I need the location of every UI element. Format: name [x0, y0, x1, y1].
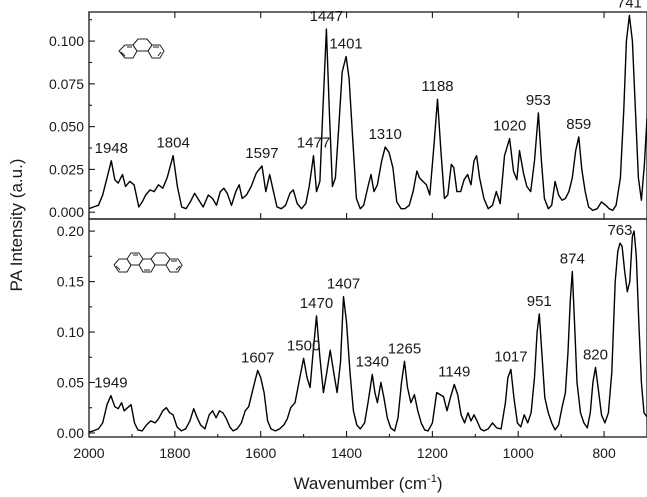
- bottom-peak-label: 1265: [388, 340, 421, 357]
- x-tick-label: 1400: [331, 445, 362, 461]
- top-y-tick-label: 0.025: [49, 161, 84, 177]
- bottom-panel-frame: [88, 218, 647, 438]
- x-axis-title: Wavenumber (cm-1): [294, 473, 443, 493]
- top-peak-label: 1310: [368, 126, 401, 143]
- bottom-peak-label: 1470: [300, 295, 333, 312]
- bottom-y-tick-label: 0.10: [57, 324, 84, 340]
- bottom-peak-label: 1500: [287, 337, 320, 354]
- top-y-tick-label: 0.000: [49, 204, 84, 220]
- x-tick-label: 1200: [417, 445, 448, 461]
- top-y-tick-label: 0.075: [49, 76, 84, 92]
- top-y-tick-label: 0.100: [49, 33, 84, 49]
- top-spectrum-panel: 0.000 0.025 0.050 0.075 0.100 1948 1804 1597 14…: [49, 0, 647, 220]
- top-peak-label: 1597: [245, 145, 278, 162]
- x-tick-label: 800: [592, 445, 616, 461]
- bottom-peak-label: 1340: [356, 353, 389, 370]
- top-peak-label: 741: [617, 0, 642, 11]
- bottom-peak-label: 1407: [327, 276, 360, 293]
- x-tick-label: 1600: [245, 445, 276, 461]
- bottom-y-ticks: 0.00 0.05 0.10 0.15 0.20: [57, 223, 95, 441]
- x-axis-title-close: ): [437, 474, 443, 493]
- bottom-y-tick-label: 0.20: [57, 223, 84, 239]
- bottom-peak-label: 1607: [241, 349, 274, 366]
- top-peak-label: 1401: [329, 35, 362, 52]
- bottom-peak-label: 1017: [494, 348, 527, 365]
- top-y-ticks: 0.000 0.025 0.050 0.075 0.100: [49, 19, 95, 220]
- y-axis-title: PA Intensity (a.u.): [7, 159, 26, 292]
- fluorene-icon: [118, 38, 165, 59]
- bottom-peak-label: 763: [607, 222, 632, 239]
- top-peak-label: 1948: [95, 140, 128, 157]
- x-tick-label: 2000: [73, 445, 104, 461]
- bottom-peak-label: 1949: [94, 375, 127, 392]
- top-peak-label: 1804: [156, 135, 189, 152]
- top-peak-label: 1020: [493, 118, 526, 135]
- top-peak-label: 859: [566, 116, 591, 133]
- x-axis-title-superscript: -1: [427, 473, 437, 485]
- bottom-y-tick-label: 0.05: [57, 375, 84, 391]
- bottom-peak-label: 820: [583, 346, 608, 363]
- bottom-spectrum-panel: 0.00 0.05 0.10 0.15 0.20 1949 1607 1500 1470 140…: [57, 218, 647, 441]
- bottom-y-tick-label: 0.15: [57, 274, 84, 290]
- top-peak-label: 1477: [297, 135, 330, 152]
- x-axis: 2000 1800 1600 1400 1200 1000 800: [73, 12, 616, 461]
- bottom-peak-label: 951: [527, 293, 552, 310]
- top-peak-label: 953: [526, 92, 551, 109]
- top-y-tick-label: 0.050: [49, 119, 84, 135]
- bottom-peak-label: 1149: [438, 364, 470, 381]
- top-spectrum-line: [88, 14, 647, 212]
- x-tick-label: 1800: [159, 445, 190, 461]
- benzofluorene-icon: [113, 252, 183, 273]
- bottom-y-tick-label: 0.00: [57, 425, 84, 441]
- top-peak-label: 1188: [421, 78, 453, 95]
- bottom-spectrum-line: [88, 230, 647, 433]
- top-peak-label: 1447: [310, 8, 343, 25]
- bottom-peak-label: 874: [560, 250, 585, 267]
- x-axis-title-main: Wavenumber (cm: [294, 474, 428, 493]
- x-tick-label: 1000: [503, 445, 534, 461]
